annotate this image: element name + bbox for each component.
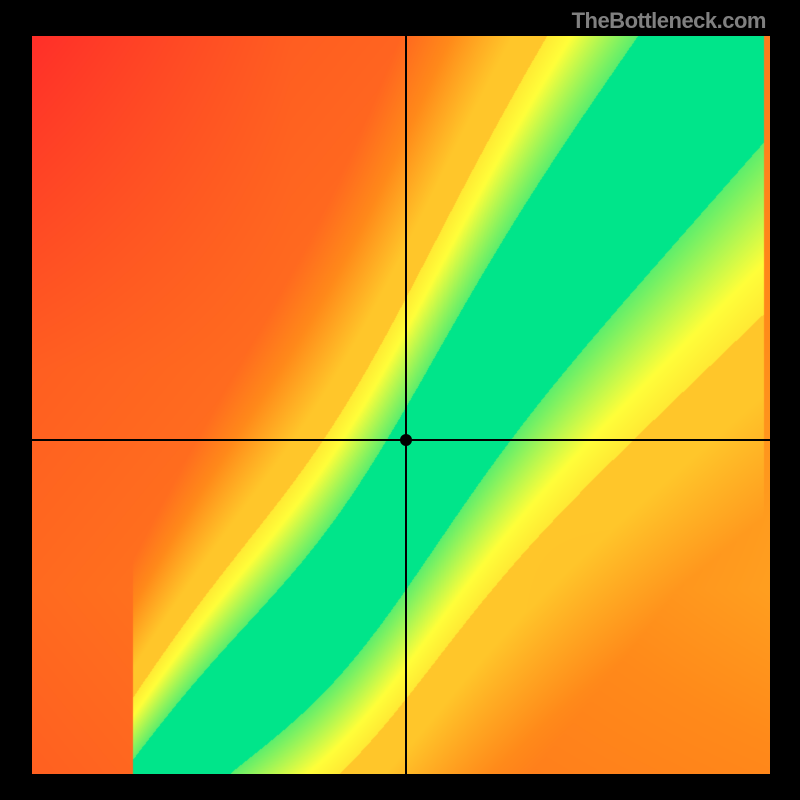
plot-border-right: [770, 0, 800, 800]
watermark-text: TheBottleneck.com: [572, 8, 766, 34]
plot-border-left: [0, 0, 32, 800]
chart-marker-dot: [400, 434, 412, 446]
heatmap-canvas: [32, 36, 770, 774]
plot-border-bottom: [0, 774, 800, 800]
bottleneck-heatmap: TheBottleneck.com: [0, 0, 800, 800]
crosshair-vertical: [405, 36, 407, 774]
